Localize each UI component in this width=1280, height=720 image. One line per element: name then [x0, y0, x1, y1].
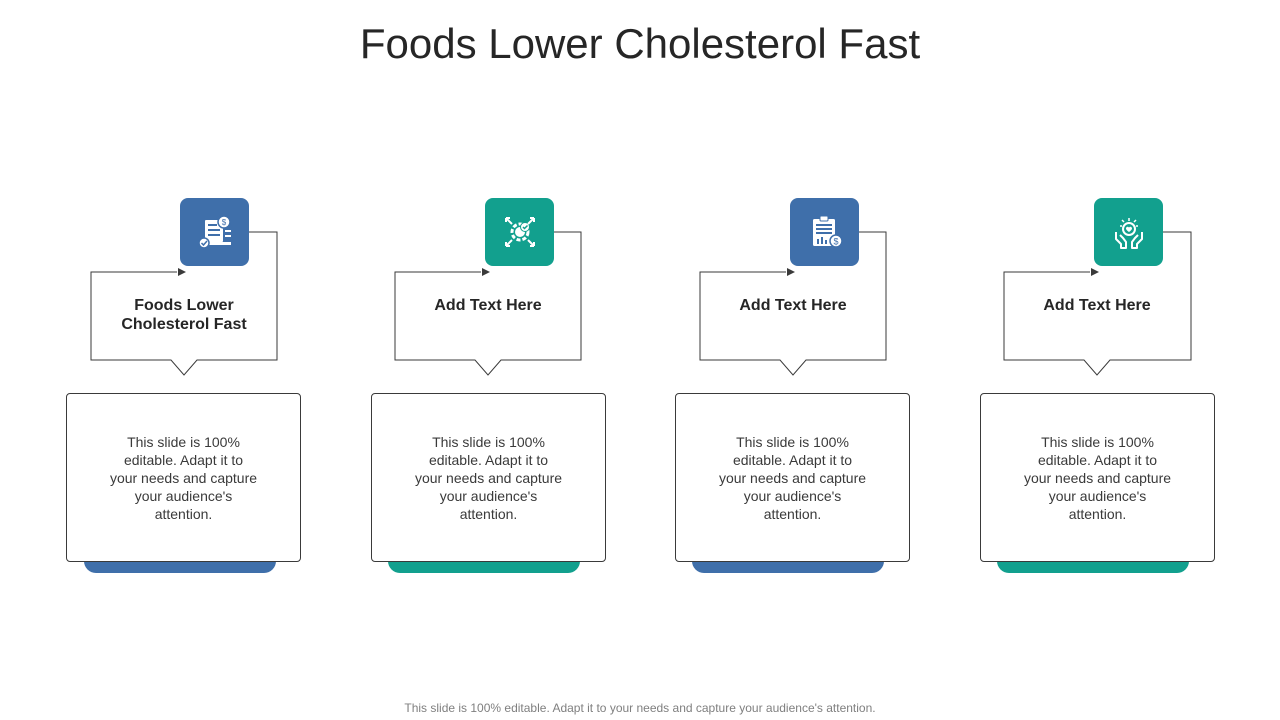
step-icon-box: $	[790, 198, 859, 266]
step-description: This slide is 100% editable. Adapt it to…	[414, 433, 563, 522]
callout-connector	[1003, 231, 1192, 376]
clipboard-chart-dollar-icon: $	[812, 215, 843, 248]
description-card: This slide is 100% editable. Adapt it to…	[66, 393, 301, 562]
svg-text:$: $	[221, 218, 226, 227]
svg-text:$: $	[833, 237, 838, 247]
description-card: This slide is 100% editable. Adapt it to…	[371, 393, 606, 562]
document-dollar-check-icon: $	[197, 215, 231, 249]
step-column-1: $ Foods Lower Cholesterol Fast This slid…	[0, 0, 301, 720]
slide-footer: This slide is 100% editable. Adapt it to…	[404, 701, 876, 715]
description-card: This slide is 100% editable. Adapt it to…	[675, 393, 910, 562]
slide-title: Foods Lower Cholesterol Fast	[359, 20, 921, 67]
step-description: This slide is 100% editable. Adapt it to…	[109, 433, 258, 522]
step-description: This slide is 100% editable. Adapt it to…	[718, 433, 867, 522]
step-heading: Foods Lower Cholesterol Fast	[121, 297, 247, 333]
step-column-2: Add Text Here This slide is 100% editabl…	[304, 0, 606, 720]
callout-connector	[394, 231, 582, 376]
step-description: This slide is 100% editable. Adapt it to…	[1023, 433, 1172, 522]
description-card: This slide is 100% editable. Adapt it to…	[980, 393, 1215, 562]
hands-heart-icon	[1114, 218, 1143, 249]
callout-connector	[699, 231, 887, 376]
step-icon-box	[1094, 198, 1163, 266]
step-heading: Add Text Here	[739, 297, 847, 314]
step-heading: Add Text Here	[1043, 297, 1151, 314]
step-heading: Add Text Here	[434, 297, 542, 314]
step-column-4: Add Text Here This slide is 100% editabl…	[912, 0, 1215, 720]
callout-connector	[90, 231, 278, 376]
step-icon-box	[485, 198, 554, 266]
step-column-3: $ Add Text Here This slide is 100% edita…	[608, 0, 910, 720]
step-icon-box: $	[180, 198, 249, 266]
gear-checkmark-arrows-icon	[504, 217, 535, 247]
